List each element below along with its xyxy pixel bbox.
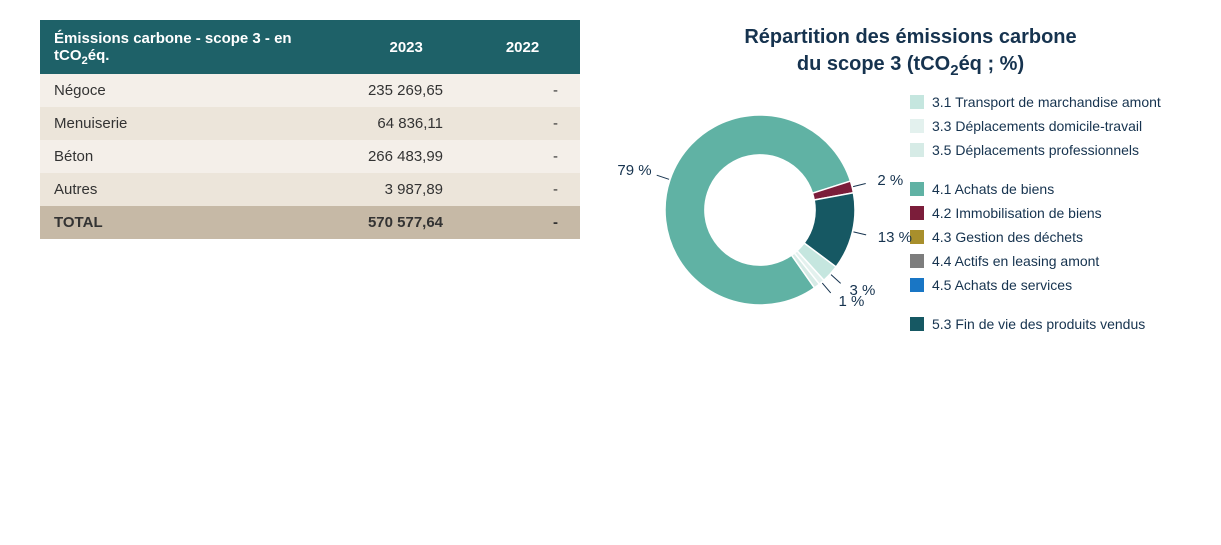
row-2022: - [465, 74, 580, 107]
row-2023: 3 987,89 [347, 173, 465, 206]
legend-item-3.3: 3.3 Déplacements domicile-travail [910, 114, 1161, 138]
row-2022: - [465, 140, 580, 173]
legend-item-4.2: 4.2 Immobilisation de biens [910, 201, 1161, 225]
legend-label: 4.2 Immobilisation de biens [932, 204, 1102, 222]
row-2022: - [465, 206, 580, 239]
table-header-title: Émissions carbone - scope 3 - en tCO2éq. [40, 20, 347, 74]
table-row: Négoce235 269,65- [40, 74, 580, 107]
legend-swatch [910, 254, 924, 268]
legend-swatch [910, 230, 924, 244]
table-row: Menuiserie64 836,11- [40, 107, 580, 140]
chart-title: Répartition des émissions carbone du sco… [640, 24, 1181, 78]
legend-swatch [910, 278, 924, 292]
legend-item-4.1: 4.1 Achats de biens [910, 177, 1161, 201]
legend-label: 3.5 Déplacements professionnels [932, 141, 1139, 159]
row-label: Menuiserie [40, 107, 347, 140]
legend-item-4.4: 4.4 Actifs en leasing amont [910, 249, 1161, 273]
row-2023: 64 836,11 [347, 107, 465, 140]
row-2023: 266 483,99 [347, 140, 465, 173]
emissions-table: Émissions carbone - scope 3 - en tCO2éq.… [40, 20, 580, 239]
row-label: Autres [40, 173, 347, 206]
table-row: Béton266 483,99- [40, 140, 580, 173]
row-label: Béton [40, 140, 347, 173]
legend-swatch [910, 119, 924, 133]
pct-label-5.3: 13 % [878, 229, 912, 246]
pct-label-4.1: 79 % [617, 162, 651, 179]
legend-label: 4.3 Gestion des déchets [932, 228, 1083, 246]
row-2022: - [465, 173, 580, 206]
donut-chart: 79 %2 %13 %3 %1 % [640, 90, 880, 330]
legend-swatch [910, 182, 924, 196]
legend-swatch [910, 143, 924, 157]
legend-label: 3.3 Déplacements domicile-travail [932, 117, 1142, 135]
legend-item-3.1: 3.1 Transport de marchandise amont [910, 90, 1161, 114]
legend-swatch [910, 95, 924, 109]
table-header-2023: 2023 [347, 20, 465, 74]
legend-swatch [910, 206, 924, 220]
legend-label: 4.5 Achats de services [932, 276, 1072, 294]
legend-item-5.3: 5.3 Fin de vie des produits vendus [910, 312, 1161, 336]
legend-label: 5.3 Fin de vie des produits vendus [932, 315, 1145, 333]
row-2023: 235 269,65 [347, 74, 465, 107]
legend-label: 3.1 Transport de marchandise amont [932, 93, 1161, 111]
legend-item-3.5: 3.5 Déplacements professionnels [910, 138, 1161, 162]
row-2023: 570 577,64 [347, 206, 465, 239]
table-row-total: TOTAL570 577,64- [40, 206, 580, 239]
pct-label-3.3: 1 % [839, 293, 865, 310]
legend-label: 4.4 Actifs en leasing amont [932, 252, 1099, 270]
table-header-2022: 2022 [465, 20, 580, 74]
legend-swatch [910, 317, 924, 331]
row-2022: - [465, 107, 580, 140]
row-label: TOTAL [40, 206, 347, 239]
row-label: Négoce [40, 74, 347, 107]
table-row: Autres3 987,89- [40, 173, 580, 206]
legend-item-4.3: 4.3 Gestion des déchets [910, 225, 1161, 249]
pct-label-4.2: 2 % [877, 172, 903, 189]
legend-item-4.5: 4.5 Achats de services [910, 273, 1161, 297]
chart-legend: 3.1 Transport de marchandise amont 3.3 Dé… [910, 90, 1161, 350]
legend-label: 4.1 Achats de biens [932, 180, 1054, 198]
